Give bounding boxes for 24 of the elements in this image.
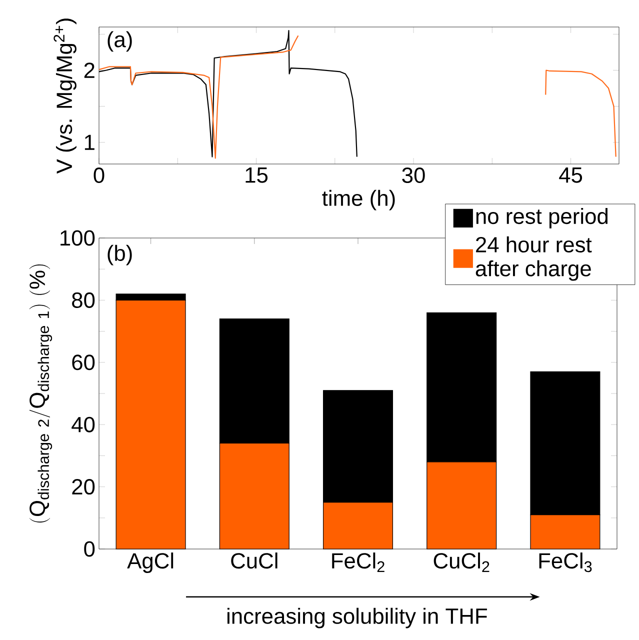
y-tick-label: 60: [72, 354, 95, 370]
x-tick-label: CuCl$_{2}$: [434, 552, 490, 572]
y-tick-label: 40: [72, 416, 95, 432]
legend-label: no rest period: [476, 208, 608, 228]
x-tick-label: CuCl: [231, 552, 278, 569]
y-tick-label: 2: [84, 62, 94, 78]
y-tick-label: 100: [60, 230, 95, 246]
y-axis-title: $(\mathrm{Q}_{\mathrm{discharge\ 2}}/\mathrm{Q}_{\mathrm{discharge\ 1}})\ (\%)$: [29, 264, 52, 522]
y-tick-label: 1: [84, 134, 94, 150]
x-axis-title: time (h): [322, 190, 395, 210]
annotation: (a): [108, 31, 132, 52]
y-tick-label: 0: [84, 541, 95, 557]
x-tick-label: 15: [246, 168, 268, 183]
x-tick-label: FeCl$_{2}$: [332, 552, 384, 572]
y-tick-label: 20: [72, 479, 95, 495]
legend-label: 24 hour rest after charge: [476, 236, 592, 281]
x-tick-label: 30: [402, 168, 425, 184]
y-axis-title: V (vs. Mg/Mg$^{2+}$): [54, 18, 76, 174]
x-tick-label: FeCl$_{3}$: [539, 552, 592, 572]
x-tick-label: 45: [559, 168, 582, 183]
annotation: (b): [108, 244, 132, 266]
y-tick-label: 80: [72, 292, 95, 308]
x-tick-label: AgCl: [127, 552, 174, 573]
text: increasing solubility in THF: [227, 608, 487, 628]
